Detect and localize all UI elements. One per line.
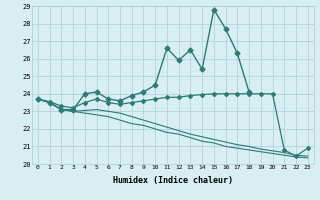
X-axis label: Humidex (Indice chaleur): Humidex (Indice chaleur)	[113, 176, 233, 185]
